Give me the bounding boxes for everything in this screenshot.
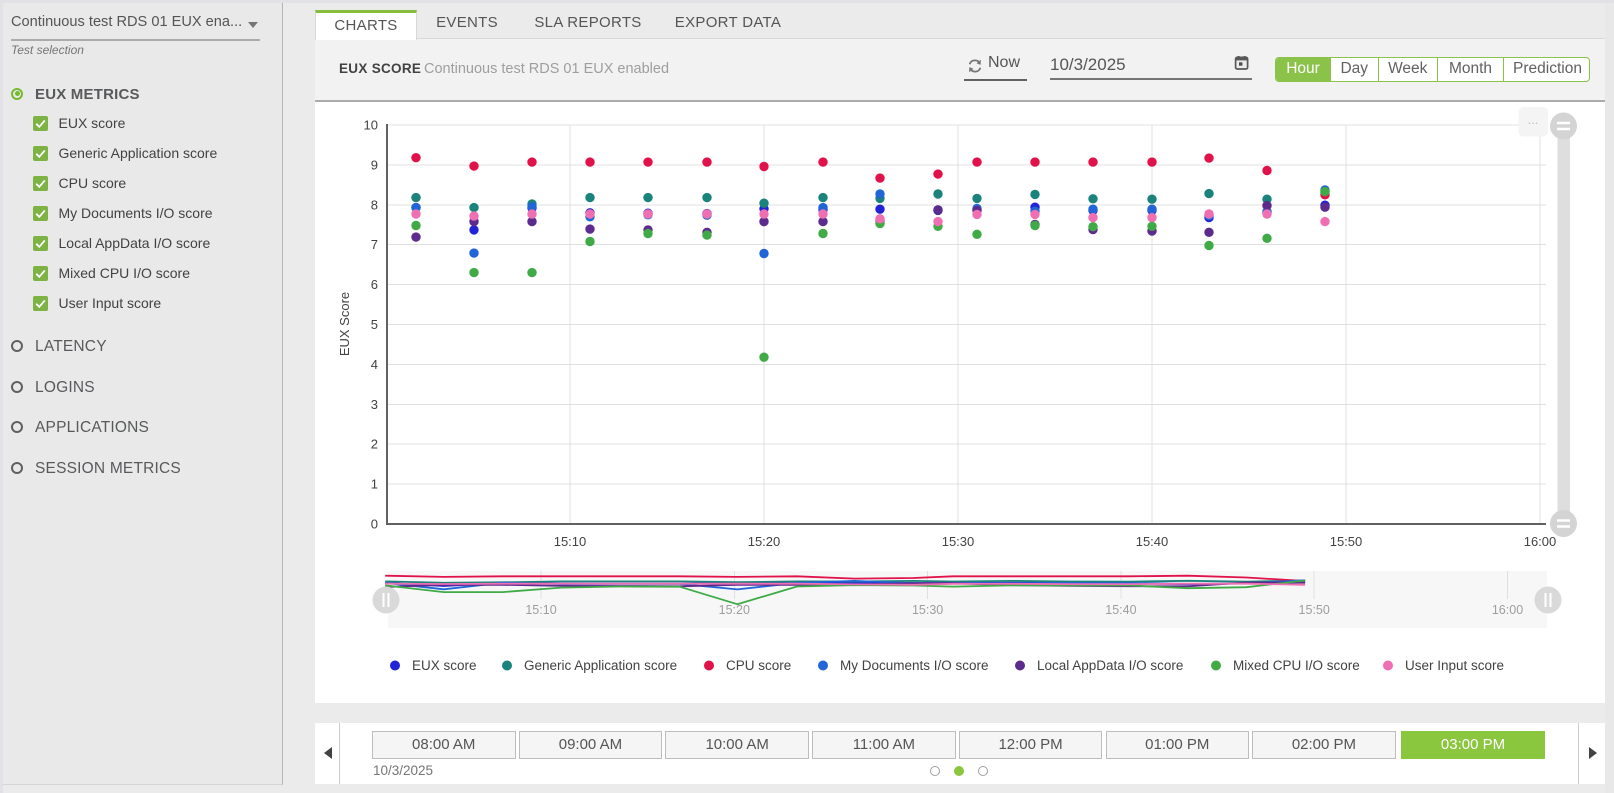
svg-text:...: ...	[1528, 112, 1539, 127]
svg-text:User Input score: User Input score	[1405, 658, 1504, 673]
svg-text:2: 2	[371, 437, 378, 452]
svg-text:15:20: 15:20	[719, 603, 750, 617]
svg-text:15:50: 15:50	[1299, 603, 1330, 617]
svg-text:EUX Score: EUX Score	[337, 292, 352, 356]
svg-text:8: 8	[371, 197, 378, 212]
svg-text:15:30: 15:30	[912, 603, 943, 617]
svg-text:16:00: 16:00	[1492, 603, 1523, 617]
svg-text:Local AppData I/O score: Local AppData I/O score	[1037, 658, 1183, 673]
svg-text:15:30: 15:30	[942, 534, 975, 549]
svg-text:15:50: 15:50	[1330, 534, 1363, 549]
svg-text:CPU score: CPU score	[726, 658, 791, 673]
svg-text:1: 1	[371, 477, 378, 492]
svg-text:9: 9	[371, 157, 378, 172]
svg-text:15:40: 15:40	[1136, 534, 1169, 549]
svg-text:EUX score: EUX score	[412, 658, 477, 673]
svg-text:3: 3	[371, 397, 378, 412]
svg-text:Mixed CPU I/O score: Mixed CPU I/O score	[1233, 658, 1360, 673]
svg-text:15:10: 15:10	[525, 603, 556, 617]
svg-text:7: 7	[371, 237, 378, 252]
svg-text:My Documents I/O score: My Documents I/O score	[840, 658, 989, 673]
svg-text:6: 6	[371, 277, 378, 292]
svg-text:4: 4	[371, 357, 378, 372]
svg-text:10: 10	[364, 118, 378, 133]
svg-text:15:20: 15:20	[748, 534, 781, 549]
svg-text:Generic Application score: Generic Application score	[524, 658, 677, 673]
svg-text:15:40: 15:40	[1105, 603, 1136, 617]
svg-text:16:00: 16:00	[1524, 534, 1557, 549]
svg-text:5: 5	[371, 317, 378, 332]
svg-text:15:10: 15:10	[554, 534, 587, 549]
svg-text:0: 0	[371, 517, 378, 532]
